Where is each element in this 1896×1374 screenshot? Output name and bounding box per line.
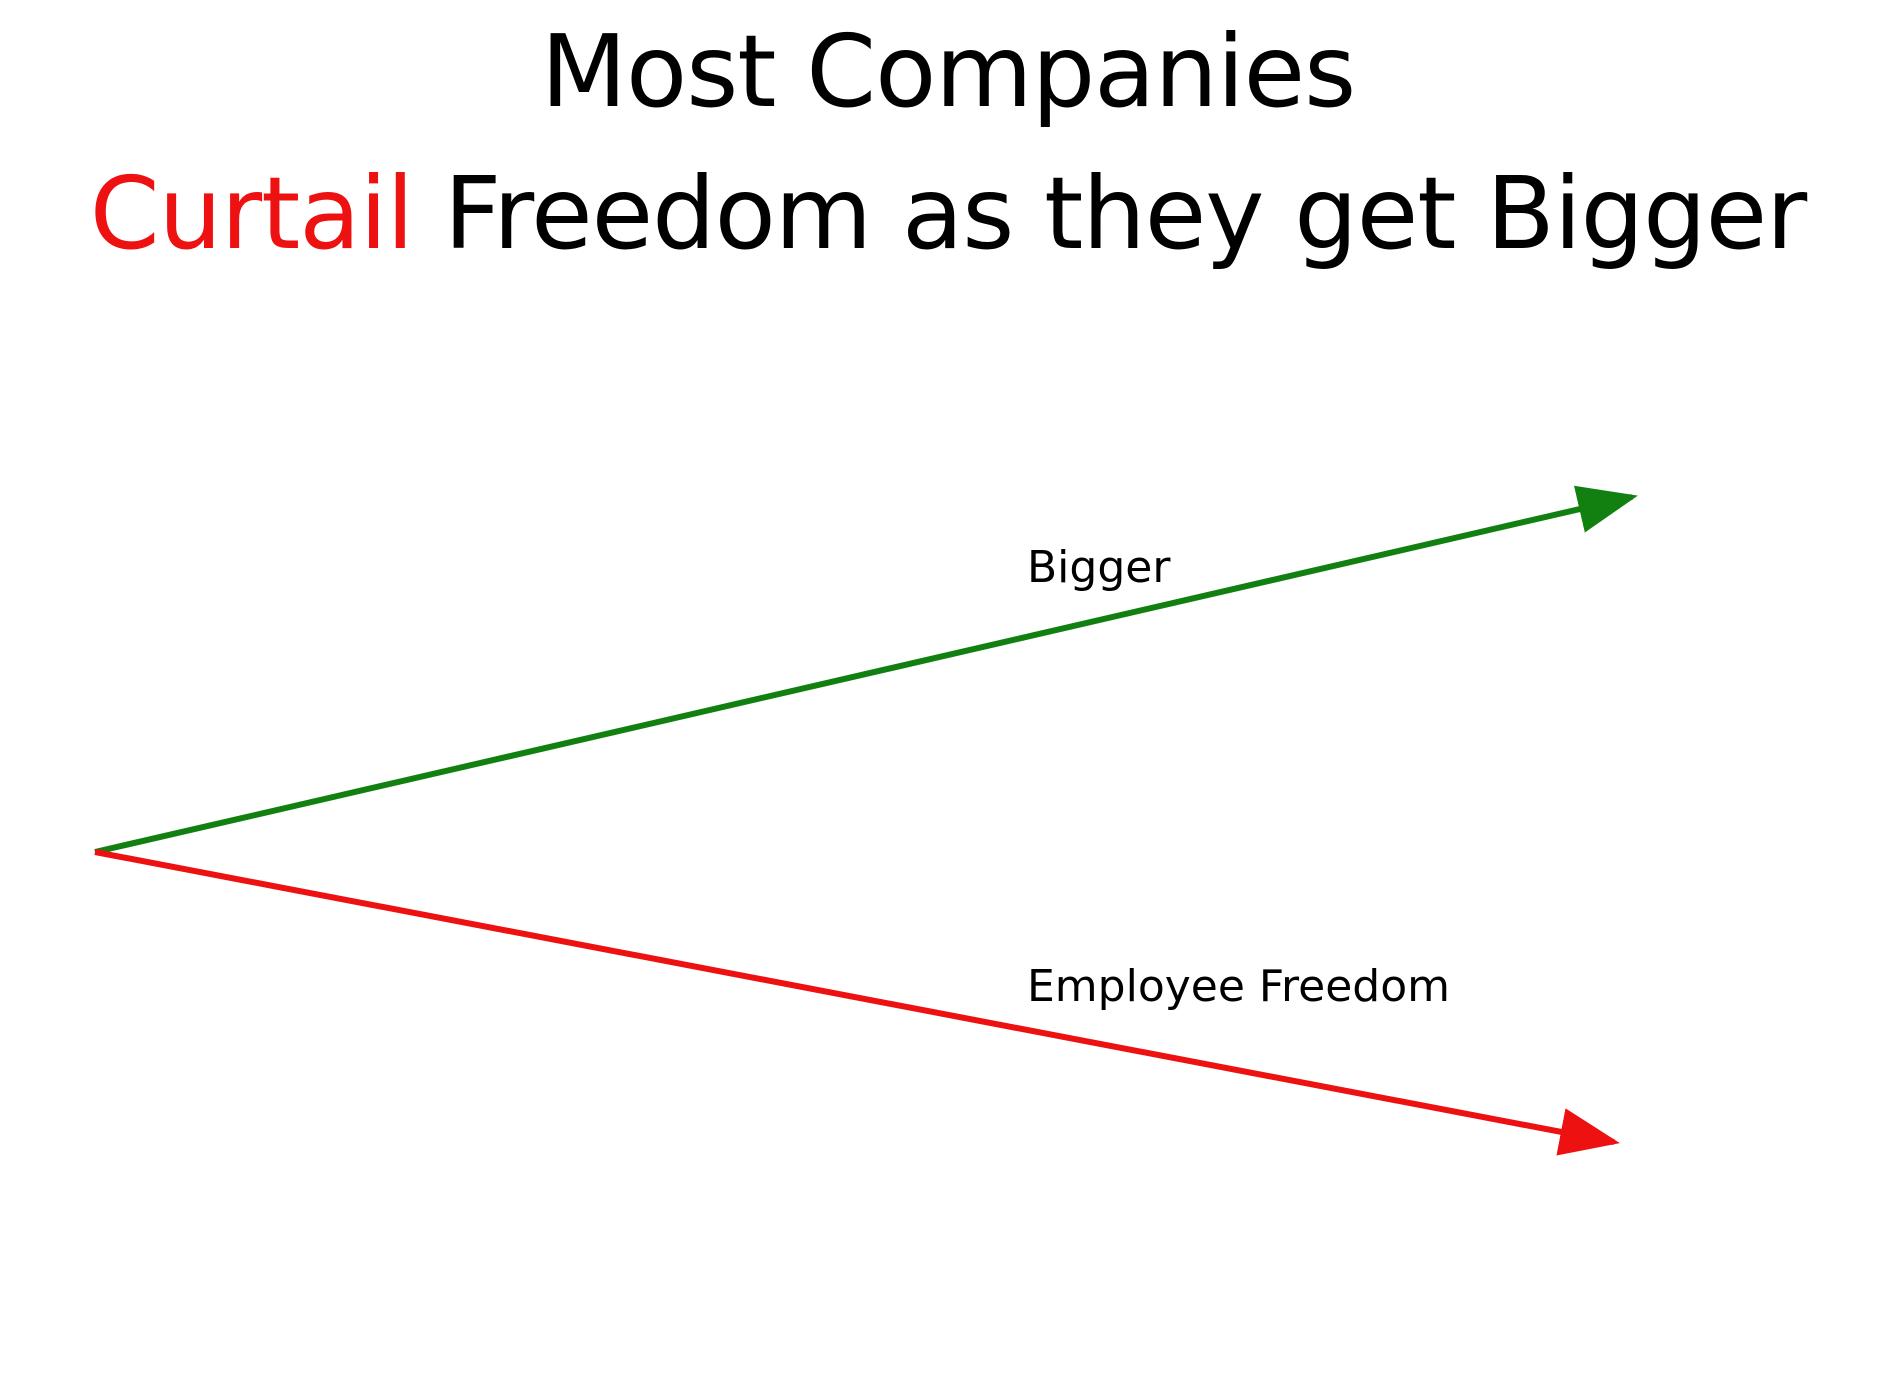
bigger-label: Bigger xyxy=(1027,542,1171,593)
employee-freedom-label: Employee Freedom xyxy=(1027,961,1450,1012)
title-rest: Freedom as they get Bigger xyxy=(413,155,1807,272)
employee-freedom-arrow xyxy=(94,849,1620,1156)
title-highlight-word: Curtail xyxy=(89,155,414,272)
title-line-2: Curtail Freedom as they get Bigger xyxy=(0,164,1896,264)
title-line-1: Most Companies xyxy=(540,13,1357,130)
bigger-arrow xyxy=(94,485,1638,855)
